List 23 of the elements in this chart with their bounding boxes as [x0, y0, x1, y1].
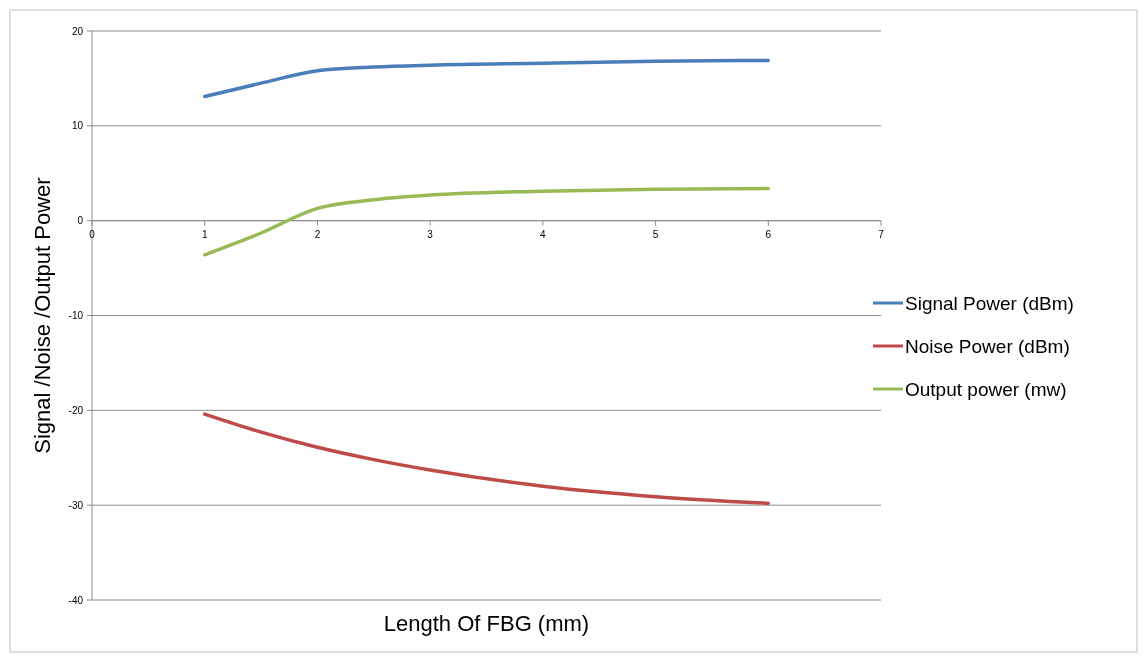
y-tick-label: -40: [68, 594, 84, 606]
y-tick-label: 10: [71, 120, 84, 132]
x-axis-title: Length Of FBG (mm): [383, 611, 590, 636]
x-tick-label: 6: [765, 228, 772, 240]
legend-label: Signal Power (dBm): [905, 292, 1074, 314]
legend-label: Noise Power (dBm): [905, 335, 1070, 357]
y-tick-label: -10: [68, 310, 84, 321]
x-tick-label: 5: [652, 228, 659, 240]
line-series: [202, 412, 771, 506]
line-series: [202, 186, 771, 257]
y-tick-label: -20: [68, 404, 84, 416]
y-axis-title: Signal /Noise /Output Power: [30, 177, 55, 454]
x-tick-label: 0: [89, 228, 96, 240]
y-tick-label: -30: [68, 499, 84, 511]
x-tick-label: 4: [540, 228, 547, 240]
x-tick-label: 7: [878, 228, 885, 240]
y-tick-label: 0: [77, 215, 84, 227]
x-tick-label: 3: [427, 228, 434, 240]
line-series: [202, 58, 771, 99]
x-tick-label: 1: [201, 228, 208, 240]
x-tick-label: 2: [314, 228, 321, 240]
legend-label: Output power (mw): [905, 378, 1067, 400]
y-tick-label: 20: [71, 25, 84, 37]
